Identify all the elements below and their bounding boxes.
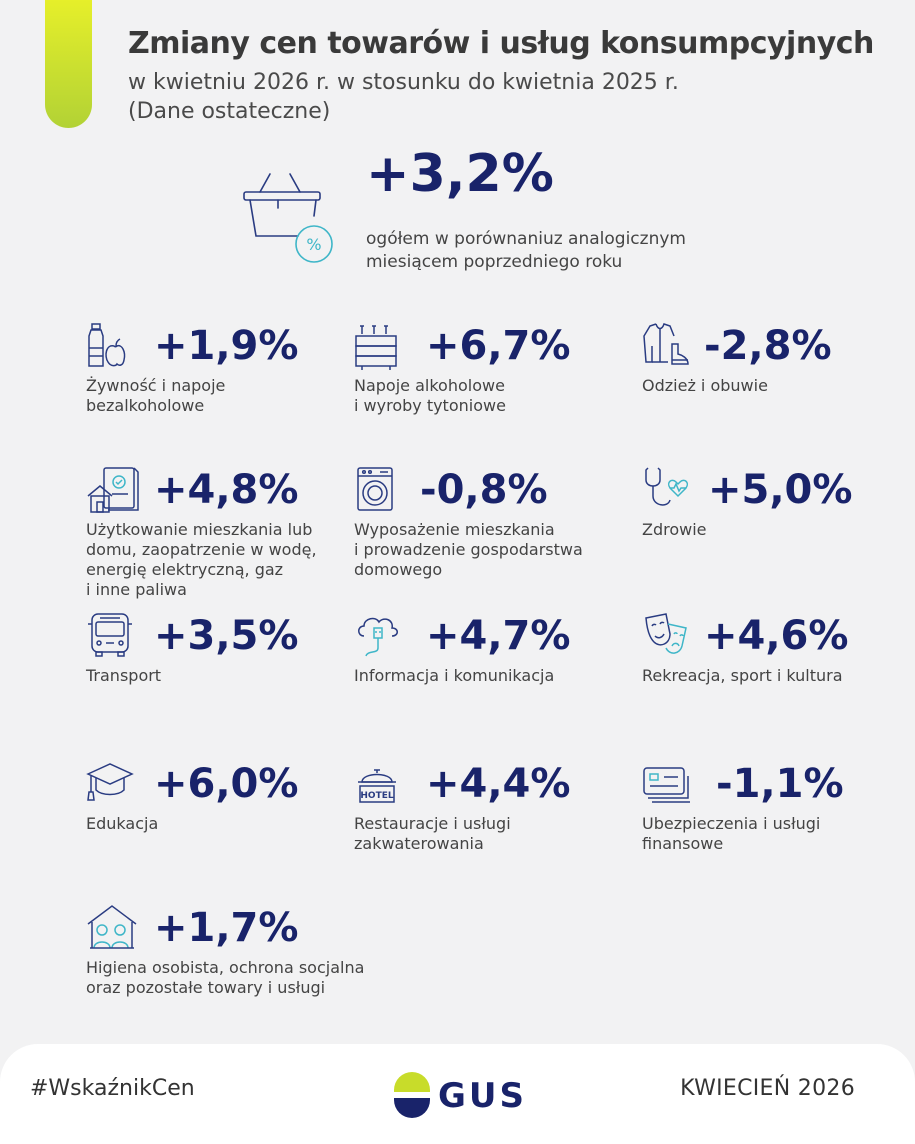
page-subtitle: w kwietniu 2026 r. w stosunku do kwietni… <box>128 68 679 126</box>
restaurants-label-line: zakwaterowania <box>354 834 484 853</box>
clothing-label: Odzież i obuwie <box>642 376 768 396</box>
recreation-value: +4,6% <box>704 613 849 659</box>
svg-text:%: % <box>306 235 321 254</box>
alcohol-value: +6,7% <box>426 323 571 369</box>
housing-label-line: Użytkowanie mieszkania lub <box>86 520 313 539</box>
housing-label-line: energię elektryczną, gaz <box>86 560 284 579</box>
bottles-icon <box>354 322 410 374</box>
hashtag: #WskaźnikCen <box>30 1076 195 1101</box>
food-label-line: bezalkoholowe <box>86 396 205 415</box>
clothing-label-line: Odzież i obuwie <box>642 376 768 395</box>
food-label-line: Żywność i napoje <box>86 376 226 395</box>
subtitle-line-1: w kwietniu 2026 r. w stosunku do kwietni… <box>128 70 679 95</box>
transport-value: +3,5% <box>154 613 299 659</box>
footer: #WskaźnikCen GUS KWIECIEŃ 2026 <box>0 1044 915 1144</box>
education-value: +6,0% <box>154 761 299 807</box>
accent-bar <box>45 0 92 128</box>
health-label: Zdrowie <box>642 520 707 540</box>
restaurants-label-line: Restauracje i usługi <box>354 814 511 833</box>
personal-care-value: +1,7% <box>154 905 299 951</box>
food-value: +1,9% <box>154 323 299 369</box>
overall-desc-line-1: ogółem w porównaniuz analogicznym <box>366 229 686 249</box>
house-bill-icon <box>86 466 142 518</box>
communication-value: +4,7% <box>426 613 571 659</box>
cloud-usb-icon <box>354 612 410 664</box>
food-label: Żywność i napoje bezalkoholowe <box>86 376 225 416</box>
insurance-label: Ubezpieczenia i usługi finansowe <box>642 814 820 854</box>
washing-machine-icon <box>354 466 410 518</box>
hotel-bell-icon: HOTEL <box>354 760 410 812</box>
education-label: Edukacja <box>86 814 158 834</box>
credit-card-icon <box>642 760 698 812</box>
health-value: +5,0% <box>708 467 853 513</box>
restaurants-value: +4,4% <box>426 761 571 807</box>
housing-label-line: domu, zaopatrzenie w wodę, <box>86 540 317 559</box>
gus-logo-text: GUS <box>438 1076 528 1116</box>
alcohol-label: Napoje alkoholowe i wyroby tytoniowe <box>354 376 506 416</box>
household-label-line: domowego <box>354 560 443 579</box>
communication-label: Informacja i komunikacja <box>354 666 554 686</box>
recreation-label-line: Rekreacja, sport i kultura <box>642 666 843 685</box>
household-label-line: Wyposażenie mieszkania <box>354 520 555 539</box>
gus-logo-mark-icon <box>394 1072 430 1118</box>
insurance-value: -1,1% <box>716 761 844 807</box>
subtitle-line-2: (Dane ostateczne) <box>128 99 331 124</box>
stethoscope-icon <box>642 466 698 518</box>
personal-care-label-line: oraz pozostałe towary i usługi <box>86 978 326 997</box>
personal-care-label-line: Higiena osobista, ochrona socjalna <box>86 958 365 977</box>
overall-change-value: +3,2% <box>366 144 554 204</box>
transport-label-line: Transport <box>86 666 162 685</box>
restaurants-label: Restauracje i usługi zakwaterowania <box>354 814 511 854</box>
personal-care-label: Higiena osobista, ochrona socjalna oraz … <box>86 958 364 998</box>
transport-label: Transport <box>86 666 161 686</box>
housing-label: Użytkowanie mieszkania lub domu, zaopatr… <box>86 520 317 600</box>
recreation-label: Rekreacja, sport i kultura <box>642 666 843 686</box>
gus-logo: GUS <box>392 1066 532 1126</box>
alcohol-label-line: i wyroby tytoniowe <box>354 396 506 415</box>
overall-desc-line-2: miesiącem poprzedniego roku <box>366 252 623 272</box>
household-label-line: i prowadzenie gospodarstwa <box>354 540 583 559</box>
bus-icon <box>86 612 142 664</box>
theater-masks-icon <box>642 612 698 664</box>
basket-percent-icon: % <box>238 168 338 268</box>
education-label-line: Edukacja <box>86 814 159 833</box>
page-title: Zmiany cen towarów i usług konsumpcyjnyc… <box>128 26 874 61</box>
communication-label-line: Informacja i komunikacja <box>354 666 555 685</box>
insurance-label-line: Ubezpieczenia i usługi <box>642 814 821 833</box>
clothing-icon <box>642 322 698 374</box>
health-label-line: Zdrowie <box>642 520 707 539</box>
household-value: -0,8% <box>420 467 548 513</box>
insurance-label-line: finansowe <box>642 834 724 853</box>
overall-change-description: ogółem w porównaniuz analogicznym miesią… <box>366 228 686 274</box>
graduation-cap-icon <box>86 760 142 812</box>
care-home-icon <box>86 904 142 956</box>
svg-text:HOTEL: HOTEL <box>360 791 393 801</box>
housing-label-line: i inne paliwa <box>86 580 187 599</box>
alcohol-label-line: Napoje alkoholowe <box>354 376 505 395</box>
housing-value: +4,8% <box>154 467 299 513</box>
clothing-value: -2,8% <box>704 323 832 369</box>
household-label: Wyposażenie mieszkania i prowadzenie gos… <box>354 520 583 580</box>
food-icon <box>86 322 142 374</box>
report-date: KWIECIEŃ 2026 <box>680 1076 855 1101</box>
